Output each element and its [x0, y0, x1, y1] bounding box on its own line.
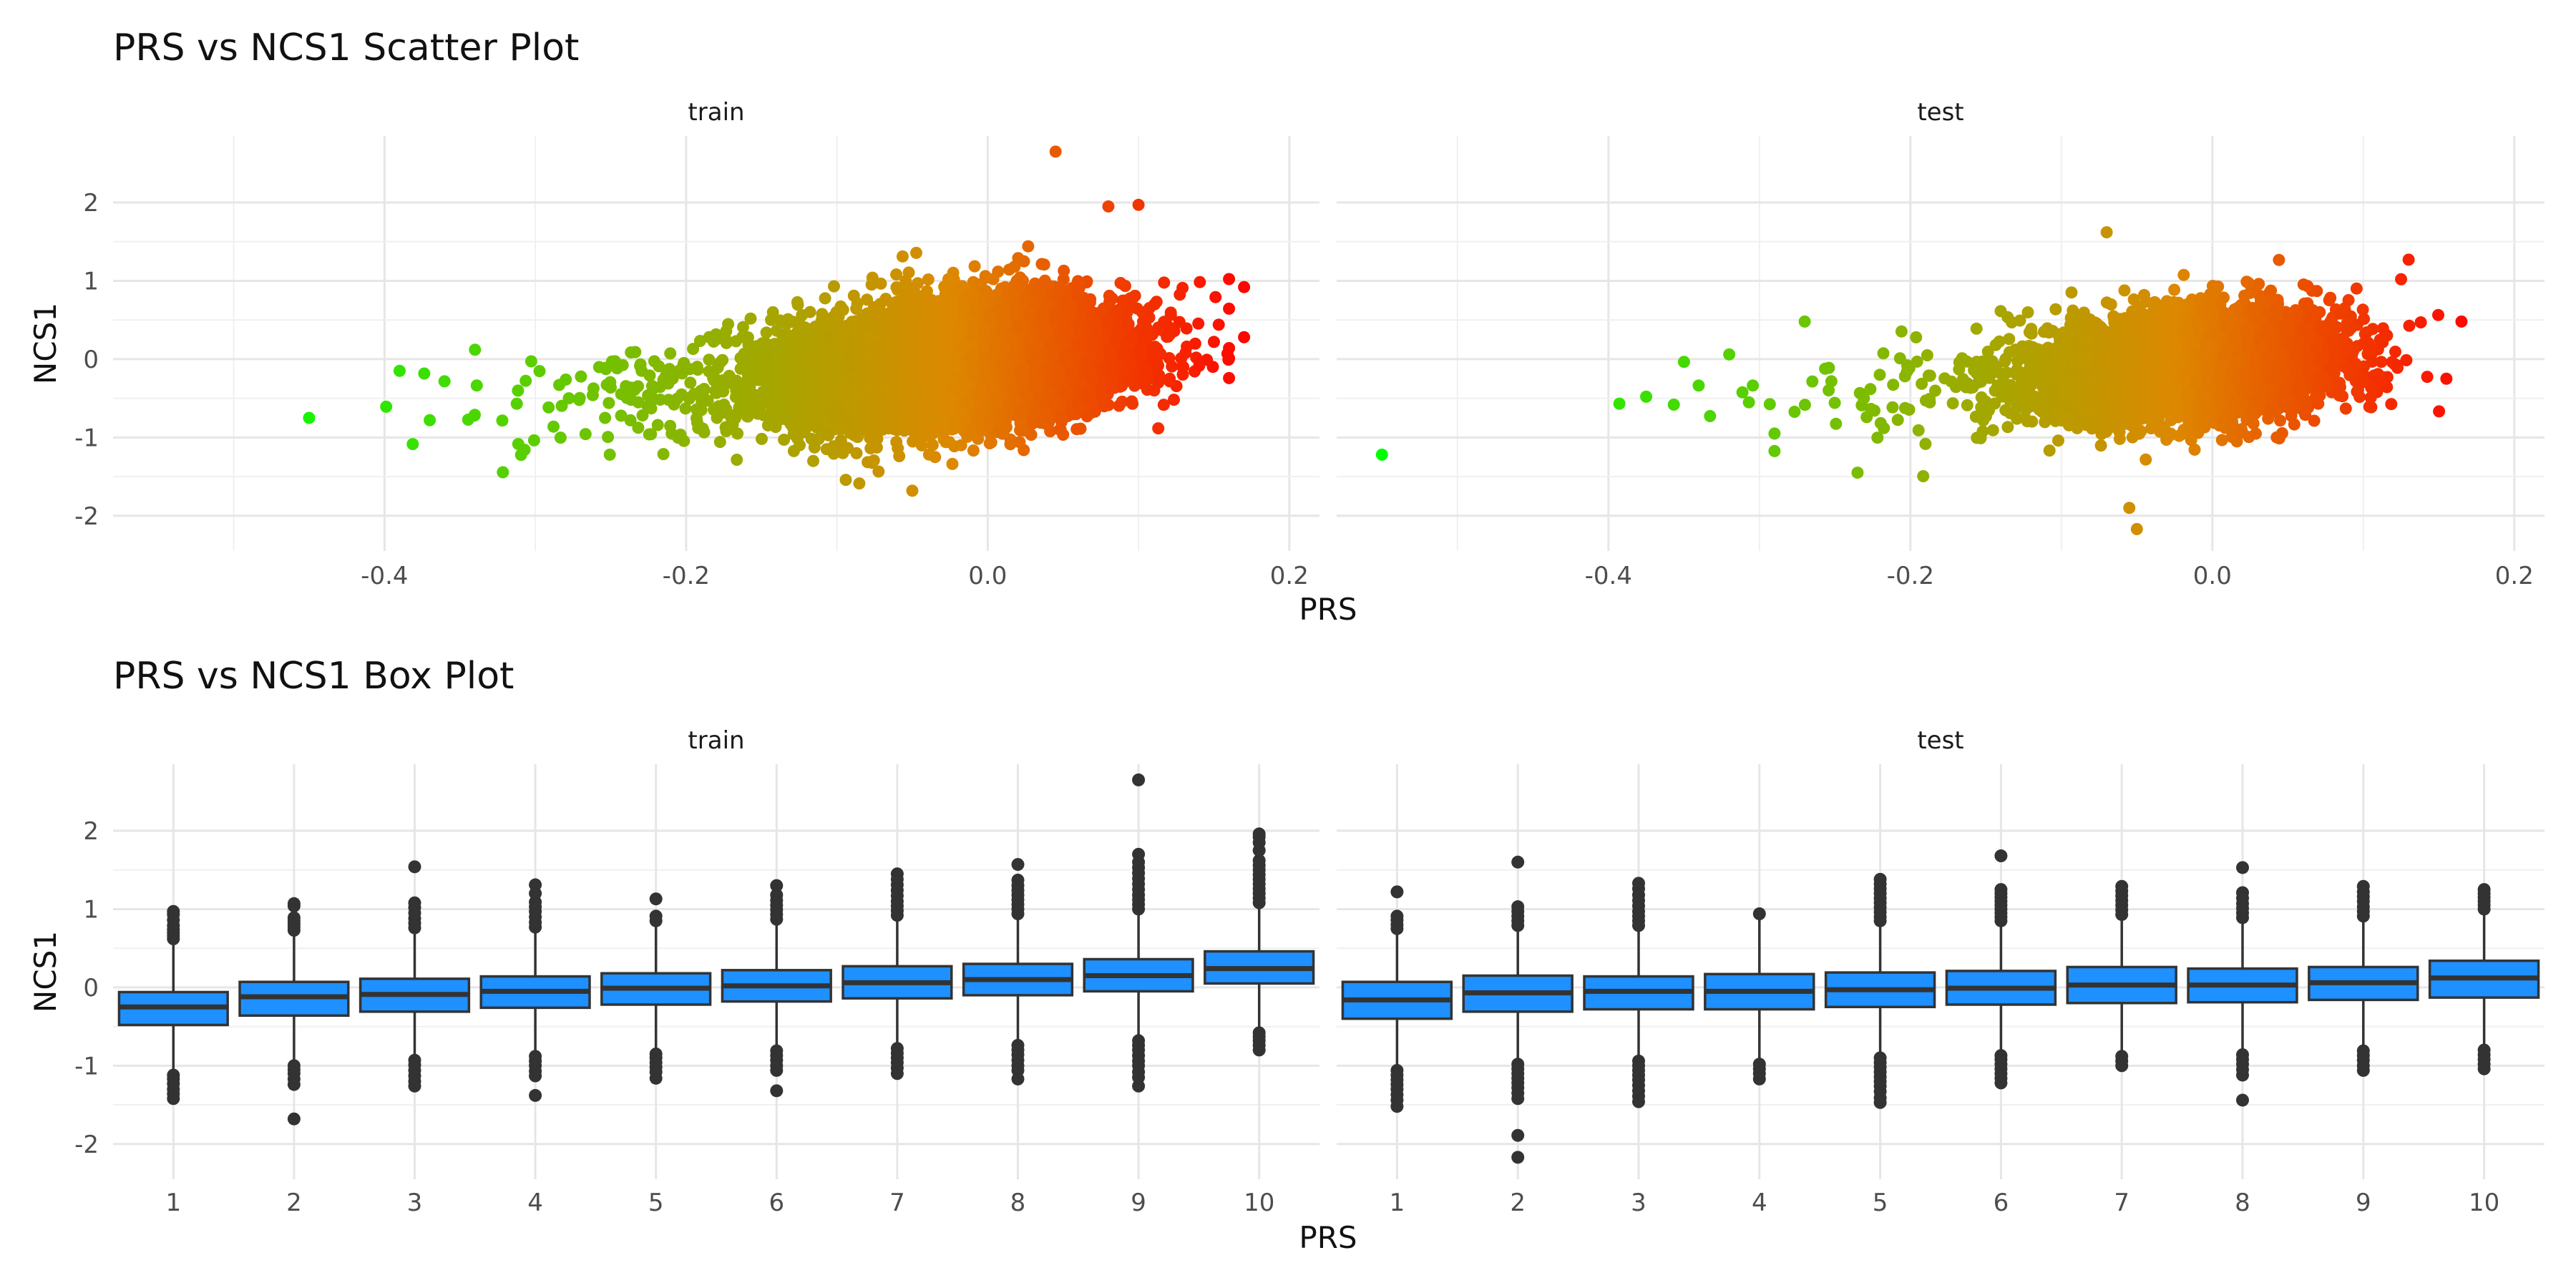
scatter-point: [968, 260, 981, 273]
scatter-point: [664, 347, 677, 360]
scatter-point: [853, 477, 866, 490]
scatter-point: [850, 447, 863, 459]
scatter-point: [765, 313, 778, 326]
scatter-point: [872, 465, 885, 478]
scatter-point: [562, 392, 575, 405]
scatter-chart: PRS vs NCS1 Scatter Plot train test -0.4…: [28, 26, 2545, 627]
scatter-x-tick-label: 0.0: [968, 562, 1007, 590]
scatter-point: [1209, 291, 1222, 303]
scatter-point: [1158, 276, 1171, 289]
scatter-point: [418, 367, 431, 380]
scatter-point: [512, 384, 525, 397]
scatter-point: [527, 434, 540, 447]
scatter-chart-title: PRS vs NCS1 Scatter Plot: [113, 26, 579, 69]
scatter-point: [651, 419, 664, 431]
scatter-point: [1157, 399, 1170, 411]
scatter-point: [819, 292, 831, 305]
scatter-point: [828, 280, 840, 293]
scatter-point: [533, 365, 546, 378]
scatter-point: [1150, 296, 1163, 308]
scatter-point: [602, 396, 615, 409]
scatter-point: [496, 414, 509, 427]
scatter-point: [867, 454, 880, 467]
scatter-point: [555, 399, 568, 412]
scatter-x-tick-label: -0.2: [663, 562, 710, 590]
scatter-point: [573, 394, 585, 406]
scatter-point: [1168, 394, 1180, 406]
scatter-panel-train: -0.4 -0.2 0.0 0.2 -2 -1 0 1 2: [74, 136, 1319, 590]
scatter-point: [1152, 422, 1165, 435]
scatter-strip-test: test: [1917, 98, 1963, 127]
scatter-point: [1194, 275, 1206, 288]
scatter-point: [603, 448, 616, 461]
scatter-point: [625, 346, 638, 358]
scatter-y-tick-label: 1: [83, 267, 99, 296]
scatter-point: [896, 250, 909, 263]
scatter-point: [687, 343, 700, 356]
scatter-point: [787, 444, 800, 457]
scatter-x-tick-label: -0.4: [361, 562, 408, 590]
scatter-point: [579, 428, 592, 441]
scatter-point: [804, 306, 816, 318]
scatter-y-tick-label: 0: [83, 346, 99, 374]
scatter-point: [380, 400, 393, 413]
scatter-strip-train: train: [688, 98, 744, 127]
scatter-point: [946, 457, 959, 470]
scatter-point: [560, 374, 572, 386]
scatter-y-tick-label: 2: [83, 189, 99, 218]
scatter-point: [983, 437, 996, 449]
scatter-point: [893, 450, 906, 462]
scatter-point: [760, 326, 773, 339]
scatter-point: [547, 420, 560, 433]
scatter-points: [303, 145, 1251, 497]
scatter-y-tick-label: -1: [74, 424, 99, 452]
scatter-point: [648, 355, 660, 368]
scatter-point: [636, 409, 649, 421]
scatter-point: [1038, 258, 1050, 271]
scatter-x-tick-label: 0.2: [1270, 562, 1309, 590]
scatter-y-tick-label: -2: [74, 502, 99, 531]
scatter-point: [470, 379, 483, 392]
scatter-point: [599, 411, 612, 424]
